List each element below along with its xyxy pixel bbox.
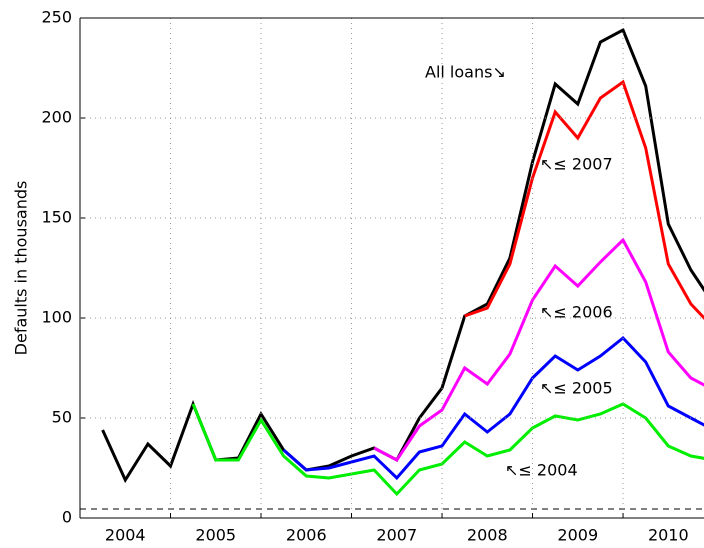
annotation: ↖≤ 2006 [540, 303, 613, 322]
x-tick-label: 2008 [467, 526, 508, 545]
annotation: ↖≤ 2005 [540, 379, 613, 398]
x-tick-label: 2007 [376, 526, 417, 545]
x-tick-label: 2009 [557, 526, 598, 545]
y-tick-label: 0 [62, 508, 72, 527]
y-tick-label: 200 [41, 108, 72, 127]
series-line [282, 335, 704, 481]
plot-area [80, 27, 704, 510]
x-tick-label: 2005 [195, 526, 236, 545]
annotation: All loans↘ [425, 63, 506, 82]
annotation: ↖≤ 2004 [505, 461, 578, 480]
y-tick-label: 250 [41, 8, 72, 27]
y-tick-label: 100 [41, 308, 72, 327]
y-axis-label: Defaults in thousands [12, 181, 31, 356]
annotation: ↖≤ 2007 [540, 155, 613, 174]
y-tick-label: 50 [52, 408, 72, 427]
x-tick-label: 2004 [105, 526, 146, 545]
x-tick-label: 2006 [286, 526, 327, 545]
series-line [191, 402, 704, 497]
y-tick-label: 150 [41, 208, 72, 227]
series-line [101, 27, 704, 484]
x-tick-label: 2010 [648, 526, 689, 545]
series-line [464, 79, 704, 321]
